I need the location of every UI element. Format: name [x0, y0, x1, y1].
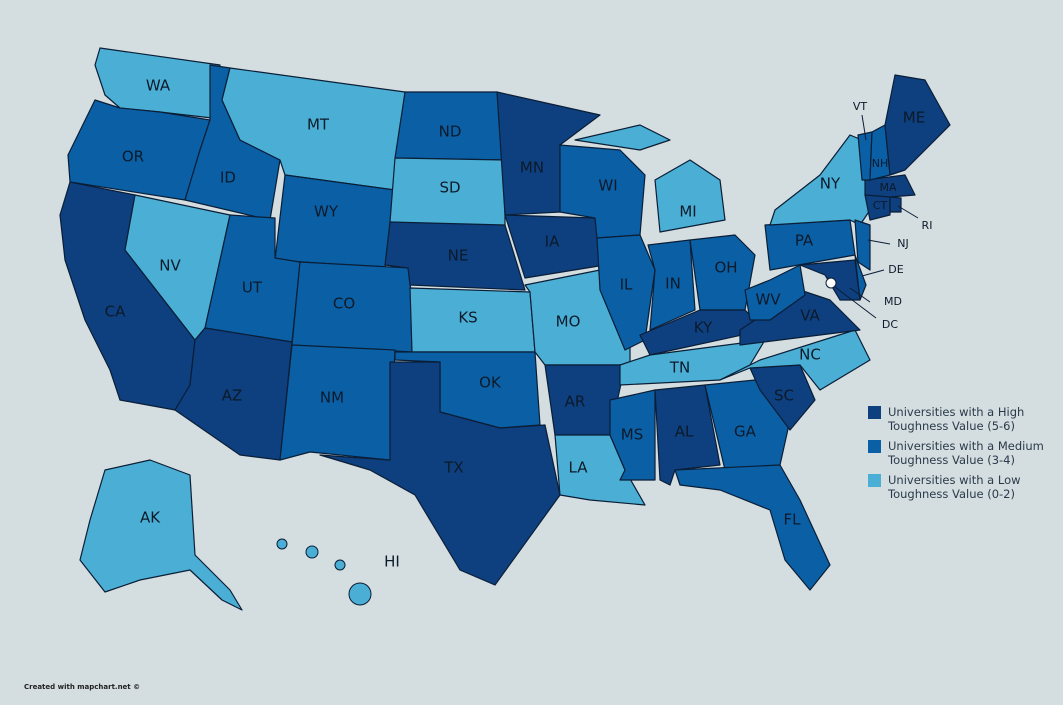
- state-label: MS: [621, 426, 643, 444]
- state-label: MD: [884, 295, 902, 308]
- leader-line: [834, 286, 877, 319]
- state-label: MA: [879, 181, 896, 194]
- state-shape: [305, 545, 319, 559]
- legend-swatch: [868, 474, 881, 487]
- state-shape: [825, 277, 837, 289]
- leader-line: [861, 114, 867, 141]
- state-shape: [674, 464, 831, 591]
- legend-label: Universities with a High Toughness Value…: [888, 405, 1025, 433]
- state-label: ME: [903, 109, 925, 127]
- state-label: PA: [795, 232, 814, 250]
- state-shape: [619, 339, 766, 386]
- state-shape: [854, 219, 871, 271]
- state-shape: [864, 174, 916, 198]
- state-label: NY: [820, 175, 841, 193]
- state-label: HI: [384, 553, 400, 571]
- state-label: CA: [105, 303, 126, 321]
- state-label: IN: [665, 275, 681, 293]
- state-label: GA: [734, 423, 757, 441]
- leader-line: [861, 269, 885, 277]
- state-label: AZ: [222, 387, 243, 405]
- state-shape: [889, 196, 902, 213]
- state-label: RI: [922, 219, 933, 232]
- legend-label: Universities with a Low Toughness Value …: [888, 473, 1021, 501]
- state-shape: [647, 239, 696, 331]
- state-label: NC: [799, 346, 821, 364]
- legend-swatch: [868, 440, 881, 453]
- state-label: CT: [873, 199, 888, 212]
- state-label: DC: [882, 318, 898, 331]
- state-label: OH: [714, 259, 737, 277]
- state-label: TN: [669, 359, 690, 377]
- state-label: WA: [146, 77, 171, 95]
- state-shape: [276, 538, 288, 550]
- state-shape: [689, 234, 756, 311]
- state-label: LA: [569, 459, 589, 477]
- state-shape: [384, 221, 526, 291]
- state-label: NM: [320, 389, 344, 407]
- state-label: CO: [333, 295, 355, 313]
- state-shape: [854, 254, 867, 301]
- leader-line: [867, 239, 891, 245]
- state-label: DE: [888, 263, 903, 276]
- state-label: WY: [314, 203, 339, 221]
- state-label: SD: [439, 179, 460, 197]
- state-label: SC: [774, 387, 794, 405]
- state-shape: [719, 329, 871, 391]
- state-shape: [279, 344, 396, 461]
- credit: Created with mapchart.net ©: [24, 683, 141, 691]
- state-shape: [334, 559, 346, 571]
- state-shape: [274, 174, 396, 269]
- state-label: OK: [479, 374, 502, 392]
- state-shape: [884, 74, 951, 176]
- state-label: NJ: [897, 237, 908, 250]
- state-label: UT: [242, 279, 263, 297]
- state-label: NV: [159, 257, 181, 275]
- state-label: TX: [443, 459, 463, 477]
- state-label: ND: [439, 123, 462, 141]
- state-label: WI: [598, 177, 617, 195]
- state-label: VA: [800, 307, 820, 325]
- state-label: KY: [694, 319, 713, 337]
- state-shape: [574, 124, 671, 151]
- state-label: MO: [556, 313, 581, 331]
- state-label: AK: [140, 509, 161, 527]
- leader-line: [849, 287, 871, 303]
- state-label: ID: [220, 169, 236, 187]
- state-label: OR: [122, 148, 144, 166]
- state-shape: [319, 361, 561, 586]
- state-label: WV: [755, 291, 781, 309]
- state-shape: [79, 459, 243, 611]
- state-label: NE: [448, 247, 469, 265]
- legend-swatch: [868, 406, 881, 419]
- state-shape: [654, 159, 726, 233]
- state-label: KS: [458, 309, 477, 327]
- state-label: MN: [520, 159, 544, 177]
- state-label: MT: [307, 116, 330, 134]
- legend-label: Universities with a Medium Toughness Val…: [888, 439, 1044, 467]
- state-label: IL: [620, 276, 633, 294]
- leader-line: [897, 205, 919, 219]
- state-shape: [744, 264, 806, 321]
- state-label: AL: [675, 423, 694, 441]
- state-label: FL: [784, 511, 802, 529]
- state-label: NH: [872, 157, 889, 170]
- state-label: AR: [565, 393, 586, 411]
- state-label: IA: [545, 233, 560, 251]
- state-label: VT: [853, 100, 868, 113]
- state-label: MI: [679, 203, 696, 221]
- state-shape: [348, 582, 372, 606]
